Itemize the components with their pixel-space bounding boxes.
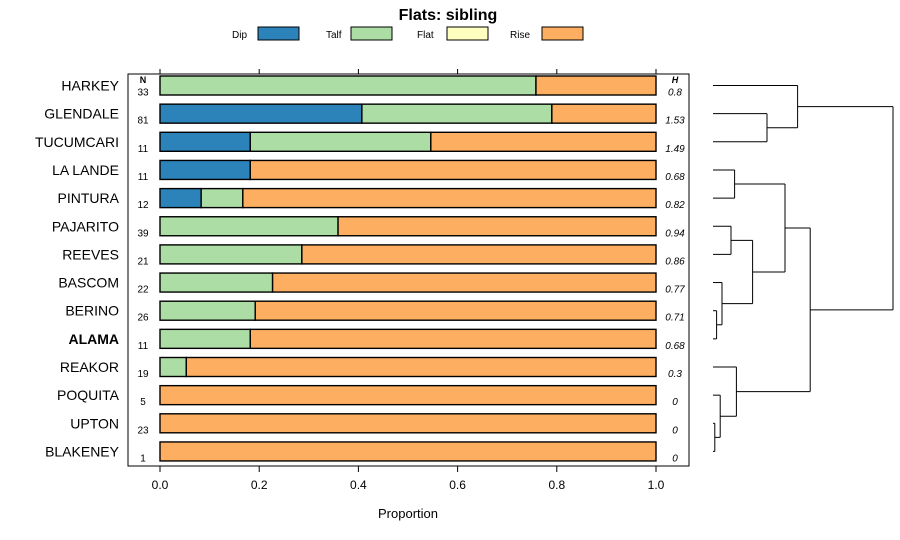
x-tick-label: 0.4 <box>350 478 367 492</box>
x-tick-label: 0.0 <box>152 478 169 492</box>
n-value: 5 <box>140 397 146 408</box>
h-value: 0.94 <box>665 228 685 239</box>
h-value: 1.49 <box>665 144 685 155</box>
h-value: 0.82 <box>665 200 685 211</box>
h-value: 1.53 <box>665 116 685 127</box>
h-value: 0.8 <box>668 88 682 99</box>
category-label: PINTURA <box>58 190 120 206</box>
h-values: 0.8 1.53 1.49 0.68 0.82 0.94 0.86 0.77 0.71 0.68 0… <box>665 88 685 465</box>
category-label: GLENDALE <box>44 106 119 122</box>
legend-swatch-rise <box>541 26 584 41</box>
bar-segment-poquita-rise <box>159 384 657 406</box>
category-label: HARKEY <box>61 78 119 94</box>
category-label: UPTON <box>70 415 119 431</box>
legend-swatch-talf <box>350 26 393 41</box>
category-label: ALAMA <box>68 331 119 347</box>
bar-segment-glendale-talf <box>361 103 553 124</box>
category-label: TUCUMCARI <box>35 134 119 150</box>
n-value: 81 <box>137 116 149 127</box>
bar-segment-la-lande-dip <box>159 159 251 181</box>
dendrogram <box>713 85 894 452</box>
category-labels: HARKEY GLENDALE TUCUMCARI LA LANDE PINTURA PA… <box>35 78 120 460</box>
category-label: REEVES <box>62 246 119 262</box>
x-axis: 0.0 0.2 0.4 0.6 0.8 1.0 <box>152 69 665 492</box>
category-label: PAJARITO <box>52 218 119 234</box>
n-value: 12 <box>137 200 149 211</box>
bar-segment-alama-rise <box>249 328 657 350</box>
bar-segment-berino-talf <box>159 300 256 321</box>
n-value: 23 <box>137 425 149 436</box>
h-value: 0 <box>672 425 678 436</box>
bar-segment-pintura-talf <box>200 187 244 209</box>
legend-label-dip: Dip <box>232 30 247 41</box>
bar-segment-bascom-rise <box>271 272 657 293</box>
x-axis-title: Proportion <box>378 506 438 521</box>
h-column-header: H <box>672 75 679 85</box>
category-label: POQUITA <box>57 387 120 403</box>
bar-segment-bascom-talf <box>159 272 274 293</box>
x-tick-label: 0.8 <box>548 478 565 492</box>
bars-group <box>159 75 657 462</box>
bar-segment-harkey-talf <box>159 75 537 96</box>
n-value: 11 <box>138 144 149 155</box>
bar-segment-tucumcari-rise <box>430 131 657 153</box>
n-value: 1 <box>140 453 146 464</box>
h-value: 0.68 <box>665 172 685 183</box>
h-value: 0.77 <box>665 285 685 296</box>
bar-segment-harkey-rise <box>535 75 657 96</box>
legend-swatch-dip <box>257 26 300 41</box>
x-tick-label: 0.6 <box>449 478 466 492</box>
h-value: 0 <box>672 397 678 408</box>
bar-segment-reakor-talf <box>159 356 187 378</box>
legend-label-rise: Rise <box>510 30 530 41</box>
legend: Dip Talf Flat Rise <box>232 26 584 41</box>
x-tick-label: 1.0 <box>648 478 665 492</box>
h-value: 0.71 <box>665 313 684 324</box>
bar-segment-pajarito-talf <box>159 216 339 237</box>
bar-segment-glendale-dip <box>159 103 363 124</box>
n-value: 11 <box>138 172 149 183</box>
category-label: BLAKENEY <box>45 443 120 459</box>
n-value: 39 <box>137 228 149 239</box>
n-value: 19 <box>137 369 149 380</box>
category-label: BASCOM <box>58 275 119 291</box>
h-value: 0 <box>672 453 678 464</box>
h-value: 0.3 <box>668 369 682 380</box>
bar-segment-reeves-talf <box>159 244 303 265</box>
bar-segment-glendale-rise <box>551 103 657 124</box>
category-label: REAKOR <box>60 359 119 375</box>
bar-segment-la-lande-rise <box>249 159 657 181</box>
bar-segment-alama-talf <box>159 328 251 350</box>
n-value: 22 <box>137 285 149 296</box>
bar-segment-blakeney-rise <box>159 441 657 462</box>
n-value: 33 <box>137 88 149 99</box>
n-column-header: N <box>140 75 147 85</box>
legend-label-talf: Talf <box>326 30 342 41</box>
bar-segment-pajarito-rise <box>337 216 657 237</box>
chart-title: Flats: sibling <box>399 7 498 24</box>
n-values: 33 81 11 11 12 39 21 22 26 11 19 5 23 1 <box>137 88 149 465</box>
plot-frame <box>127 73 690 467</box>
category-label: LA LANDE <box>52 162 119 178</box>
legend-swatch-flat <box>446 26 489 41</box>
n-value: 26 <box>137 313 149 324</box>
bar-segment-berino-rise <box>254 300 657 321</box>
n-value: 21 <box>137 256 149 267</box>
bar-segment-upton-rise <box>159 413 657 434</box>
bar-segment-pintura-rise <box>242 187 657 209</box>
category-label: BERINO <box>65 303 119 319</box>
bar-segment-reakor-rise <box>185 356 657 378</box>
bar-segment-reeves-rise <box>301 244 657 265</box>
bar-segment-pintura-dip <box>159 187 202 209</box>
bar-segment-tucumcari-dip <box>159 131 251 153</box>
x-tick-label: 0.2 <box>251 478 268 492</box>
n-value: 11 <box>138 341 149 352</box>
bar-segment-tucumcari-talf <box>249 131 432 153</box>
h-value: 0.86 <box>665 256 685 267</box>
h-value: 0.68 <box>665 341 685 352</box>
legend-label-flat: Flat <box>417 30 434 41</box>
